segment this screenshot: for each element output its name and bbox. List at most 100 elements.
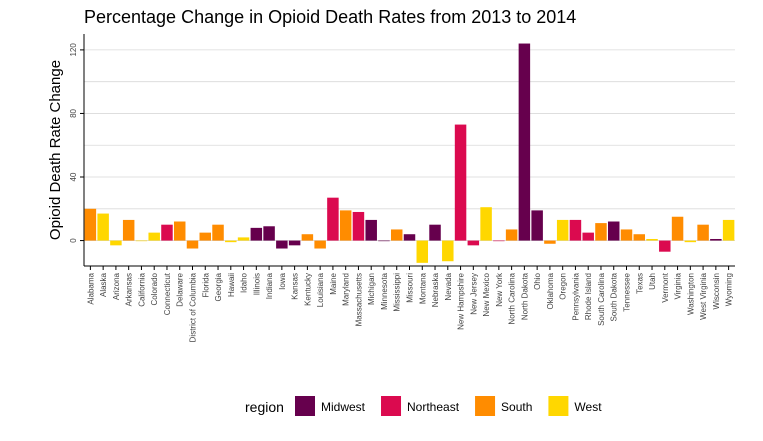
bar xyxy=(531,210,543,241)
bar xyxy=(416,240,429,263)
legend-swatch xyxy=(295,396,315,416)
bar xyxy=(607,221,620,241)
bar xyxy=(327,197,339,241)
x-tick-label: Missouri xyxy=(406,273,415,303)
x-tick-label: Oregon xyxy=(559,273,568,300)
x-tick-label: Colorado xyxy=(150,272,159,305)
bar xyxy=(684,240,697,243)
y-ticks: 0 40 80 120 xyxy=(69,43,84,243)
x-tick-label: Utah xyxy=(648,273,657,290)
y-tick-label: 120 xyxy=(69,43,78,57)
bar xyxy=(595,223,607,241)
x-tick-label: Kentucky xyxy=(303,273,312,306)
x-tick-label: New York xyxy=(495,272,504,307)
x-tick-label: South Dakota xyxy=(610,272,619,321)
x-tick-label: New Mexico xyxy=(482,272,491,316)
bar xyxy=(288,240,301,246)
legend-swatch xyxy=(548,396,569,416)
x-tick-label: Nebraska xyxy=(431,272,440,307)
x-tick-label: South Carolina xyxy=(597,272,606,325)
y-tick-label: 0 xyxy=(69,238,78,243)
bar xyxy=(659,240,671,252)
bar xyxy=(173,221,186,241)
x-tick-label: Mississippi xyxy=(393,273,402,312)
x-tick-label: Wisconsin xyxy=(712,273,721,309)
x-tick-label: Texas xyxy=(635,273,644,294)
bar xyxy=(97,213,109,241)
x-tick-label: Tennessee xyxy=(623,272,632,311)
bar xyxy=(569,219,582,241)
x-tick-label: Illinois xyxy=(252,273,261,295)
x-tick-label: Ohio xyxy=(533,272,542,289)
bar xyxy=(442,240,454,262)
bar xyxy=(365,219,377,241)
x-tick-label: New Hampshire xyxy=(457,272,466,329)
y-tick-label: 40 xyxy=(69,172,78,181)
x-tick-label: Pennsylvania xyxy=(571,272,580,320)
chart-title: Percentage Change in Opioid Death Rates … xyxy=(84,7,576,27)
x-tick-label: Massachusetts xyxy=(354,273,363,326)
x-tick-label: Nevada xyxy=(444,272,453,300)
x-tick-label: Wyoming xyxy=(725,273,734,306)
legend-label: Northeast xyxy=(407,400,460,414)
bar xyxy=(352,211,365,241)
x-tick-label: Montana xyxy=(418,272,427,304)
x-tick-label: Kansas xyxy=(291,273,300,300)
bar xyxy=(301,234,314,241)
x-tick-label: Washington xyxy=(686,273,695,315)
legend-label: Midwest xyxy=(321,400,366,414)
bar xyxy=(493,240,505,242)
x-tick-label: Oklahoma xyxy=(546,272,555,309)
gridlines xyxy=(84,49,735,241)
bar xyxy=(505,229,518,241)
x-tick-label: Alaska xyxy=(99,272,108,297)
x-tick-label: Georgia xyxy=(214,272,223,301)
bar xyxy=(620,229,633,241)
bar xyxy=(250,227,263,241)
bar xyxy=(212,224,224,241)
x-tick-label: Michigan xyxy=(367,273,376,305)
y-tick-label: 80 xyxy=(69,108,78,117)
x-tick-label: Iowa xyxy=(278,272,287,289)
bar xyxy=(403,234,416,241)
x-tick-label: Virginia xyxy=(674,272,683,299)
x-tick-label: Maine xyxy=(329,272,338,294)
bar xyxy=(544,240,556,244)
bar xyxy=(84,208,97,241)
bar xyxy=(556,219,569,241)
legend: region Midwest Northeast South West xyxy=(245,396,602,416)
x-tick-label: Idaho xyxy=(240,272,249,293)
x-tick-label: Rhode Island xyxy=(584,273,593,320)
x-tick-label: North Carolina xyxy=(508,272,517,324)
bar xyxy=(390,229,403,241)
x-tick-label: Florida xyxy=(201,272,210,297)
bar xyxy=(454,124,467,241)
bar xyxy=(110,240,122,246)
bar xyxy=(518,43,531,241)
bar xyxy=(429,224,441,241)
bar xyxy=(633,234,646,241)
bar xyxy=(314,240,326,249)
x-tick-label: New Jersey xyxy=(469,273,478,315)
bar xyxy=(276,240,288,249)
bars xyxy=(84,43,735,263)
bar xyxy=(237,237,250,241)
bar xyxy=(122,219,135,241)
x-tick-label: Indiana xyxy=(265,272,274,299)
bar xyxy=(135,240,148,242)
legend-swatch xyxy=(381,396,402,416)
bar xyxy=(161,224,173,241)
x-tick-label: West Virginia xyxy=(699,272,708,319)
bar xyxy=(225,240,237,243)
legend-label: South xyxy=(501,400,532,414)
bar xyxy=(710,238,722,241)
legend-swatch xyxy=(475,396,496,416)
bar xyxy=(263,226,275,241)
x-tick-label: District of Columbia xyxy=(189,272,198,342)
bar xyxy=(199,232,212,241)
y-axis-label: Opioid Death Rate Change xyxy=(47,60,64,240)
x-ticks: Alabama Alaska Arizona Arkansas California Co… xyxy=(86,266,734,342)
x-tick-label: Alabama xyxy=(86,272,95,304)
legend-label: West xyxy=(574,400,602,414)
